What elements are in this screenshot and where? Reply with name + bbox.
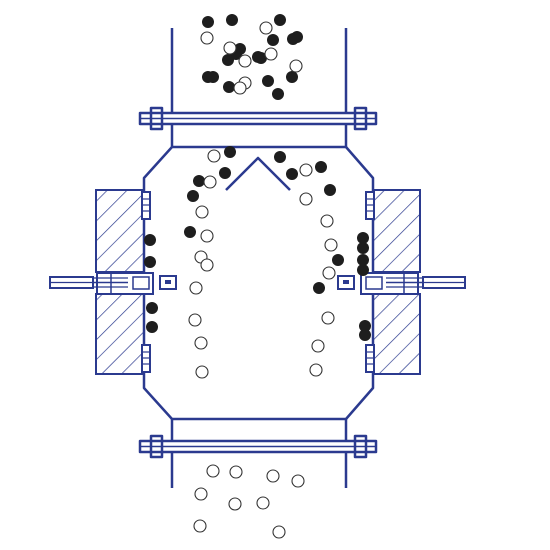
light-particle: [299, 163, 313, 177]
light-particle: [322, 266, 336, 280]
bottom-flange: [138, 434, 378, 459]
light-particle: [264, 47, 278, 61]
dark-particle: [357, 242, 369, 254]
light-particle: [311, 339, 325, 353]
light-particle: [233, 81, 247, 95]
light-particle: [321, 311, 335, 325]
dark-particle: [332, 254, 344, 266]
dark-particle: [313, 282, 325, 294]
dark-particle: [286, 168, 298, 180]
light-particle: [289, 59, 303, 73]
light-particle: [259, 21, 273, 35]
dark-particle: [146, 302, 158, 314]
dark-particle: [274, 151, 286, 163]
light-particle: [291, 474, 305, 488]
light-particle: [189, 281, 203, 295]
dark-particle: [357, 264, 369, 276]
particles: [144, 14, 371, 539]
light-particle: [200, 31, 214, 45]
right-electrode-upper: [372, 189, 421, 273]
dark-particle: [262, 75, 274, 87]
light-particle: [200, 229, 214, 243]
dark-particle: [224, 146, 236, 158]
light-particle: [324, 238, 338, 252]
light-particle: [229, 465, 243, 479]
dark-particle: [359, 329, 371, 341]
dark-particle: [144, 234, 156, 246]
dark-particle: [193, 175, 205, 187]
left-electrode-lower: [95, 293, 145, 375]
dark-particle: [146, 321, 158, 333]
deflector-ridge: [225, 156, 291, 191]
light-particle: [194, 336, 208, 350]
light-particle: [188, 313, 202, 327]
light-particle: [228, 497, 242, 511]
light-particle: [223, 41, 237, 55]
dark-particle: [226, 14, 238, 26]
left-electrode-assembly: [49, 189, 177, 375]
light-particle: [194, 487, 208, 501]
light-particle: [272, 525, 286, 539]
dark-particle: [187, 190, 199, 202]
light-particle: [299, 192, 313, 206]
light-particle: [320, 214, 334, 228]
right-electrode-assembly: [337, 189, 466, 375]
dark-particle: [222, 54, 234, 66]
light-particle: [207, 149, 221, 163]
light-particle: [203, 175, 217, 189]
light-particle: [206, 464, 220, 478]
dark-particle: [255, 52, 267, 64]
dark-particle: [144, 256, 156, 268]
left-electrode-upper: [95, 189, 145, 273]
dark-particle: [219, 167, 231, 179]
light-particle: [195, 365, 209, 379]
dark-particle: [315, 161, 327, 173]
dark-particle: [272, 88, 284, 100]
top-flange: [138, 106, 378, 131]
dark-particle: [359, 320, 371, 332]
dark-particle: [324, 184, 336, 196]
light-particle: [200, 258, 214, 272]
dark-particle: [223, 81, 235, 93]
dark-particle: [207, 71, 219, 83]
dark-particle: [274, 14, 286, 26]
right-electrode-lower: [372, 293, 421, 375]
dark-particle: [202, 16, 214, 28]
light-particle: [309, 363, 323, 377]
light-particle: [238, 54, 252, 68]
dark-particle: [286, 71, 298, 83]
light-particle: [193, 519, 207, 533]
dark-particle: [184, 226, 196, 238]
dark-particle: [357, 254, 369, 266]
light-particle: [266, 469, 280, 483]
light-particle: [256, 496, 270, 510]
dark-particle: [291, 31, 303, 43]
light-particle: [195, 205, 209, 219]
dark-particle: [267, 34, 279, 46]
dark-particle: [357, 232, 369, 244]
